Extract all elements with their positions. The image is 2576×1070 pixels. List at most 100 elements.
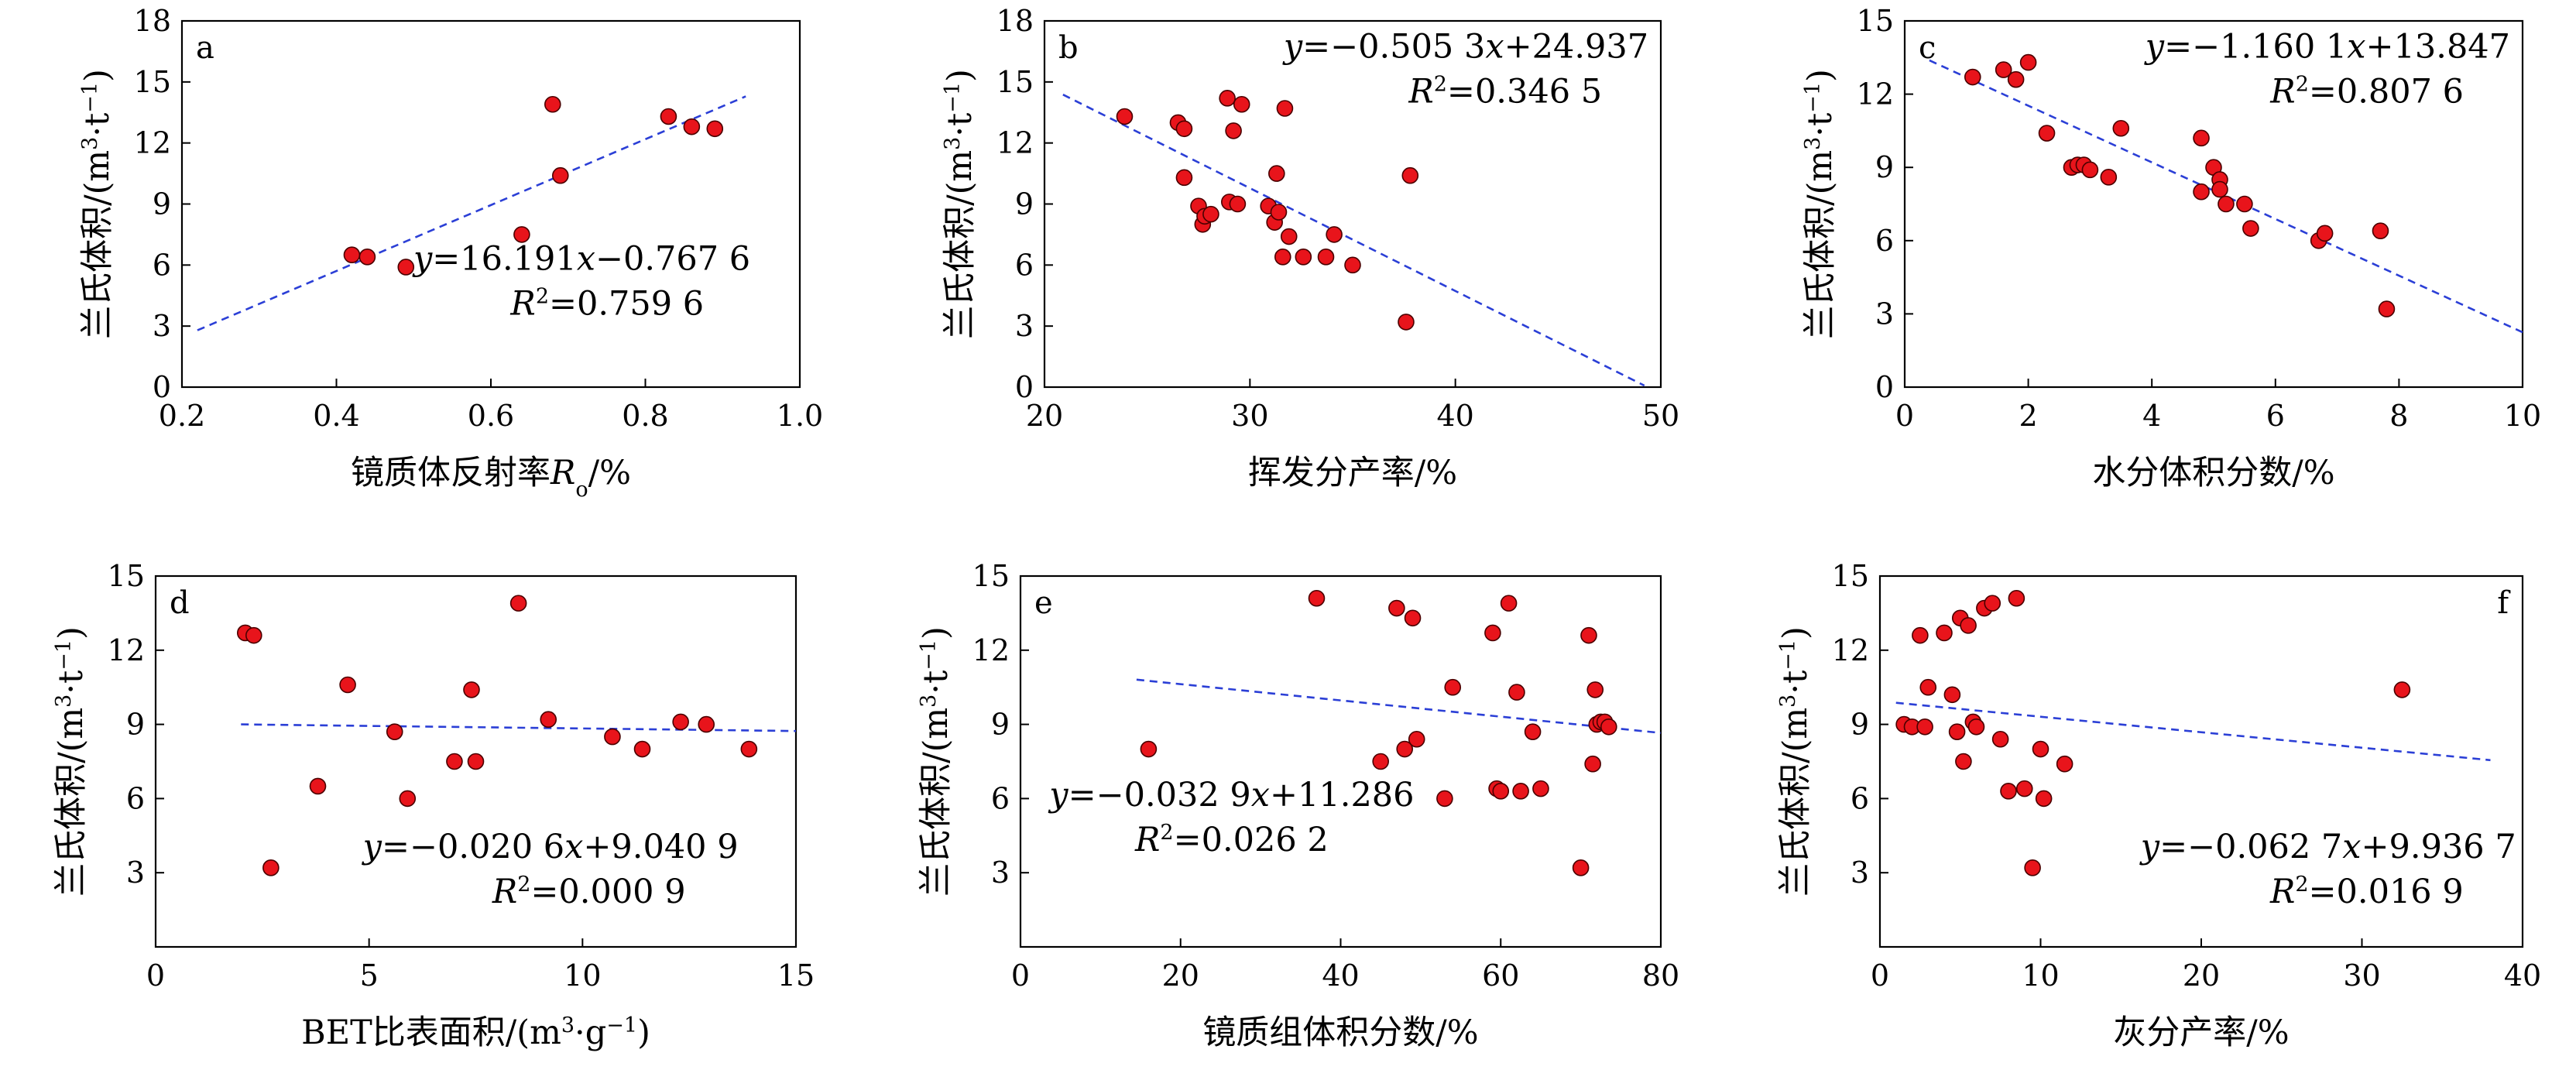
data-point (1175, 169, 1193, 187)
data-point (1372, 753, 1389, 770)
data-point (1436, 790, 1453, 808)
panel-d: 0 5 10 153691215BET比表面积/(m3·g−1)兰氏体积/(m3·t−… (52, 559, 815, 1052)
y-tick-label: 18 (134, 4, 171, 38)
data-point (1508, 684, 1525, 701)
data-point (1396, 740, 1413, 758)
text-run: 3 (561, 1013, 575, 1037)
data-point (1572, 859, 1590, 876)
text-run: 2 (536, 284, 549, 308)
text-run: ·t (941, 113, 979, 137)
text-run: −1 (606, 1013, 637, 1037)
data-point (2035, 790, 2053, 808)
text-run: =−0.505 3 (1302, 27, 1485, 66)
data-point (1532, 780, 1549, 797)
text-run: −1 (78, 82, 102, 113)
data-point (1912, 626, 1929, 644)
text-run: 兰氏体积/(m (1801, 150, 1840, 339)
text-run: BET比表面积/(m (301, 1013, 561, 1052)
x-tick-label: 20 (1026, 399, 1063, 433)
text-run: +9.936 7 (2362, 828, 2516, 866)
data-point (1326, 226, 1343, 243)
y-tick-label: 9 (126, 708, 145, 742)
text-run: x (577, 240, 595, 279)
data-point (2372, 222, 2389, 239)
x-tick-label: 40 (1436, 399, 1473, 433)
text-run: 2 (2296, 72, 2309, 96)
text-run: ·t (917, 670, 955, 694)
data-point (1512, 783, 1529, 800)
data-point (1586, 681, 1604, 698)
data-point (467, 753, 485, 770)
y-tick-label: 12 (1857, 77, 1894, 111)
data-point (386, 723, 403, 740)
data-point (1991, 730, 2009, 748)
text-run: +11.286 (1270, 776, 1415, 815)
y-axis-label: 兰氏体积/(m3·t−1) (78, 69, 118, 339)
data-point (1268, 165, 1285, 182)
data-point (245, 626, 262, 644)
data-point (2032, 740, 2049, 758)
y-tick-label: 3 (153, 309, 171, 343)
text-run: =−1.160 1 (2164, 27, 2347, 66)
text-run: =0.759 6 (549, 285, 704, 324)
text-run: 2 (517, 873, 530, 897)
text-run: +9.040 9 (583, 828, 738, 866)
text-run: =−0.032 9 (1068, 776, 1251, 815)
x-tick-label: 0.2 (159, 399, 205, 433)
data-point (1404, 609, 1422, 627)
x-tick-label: 0.8 (622, 399, 668, 433)
y-tick-label: 6 (126, 781, 145, 815)
text-run: R (1408, 72, 1433, 111)
y-tick-label: 12 (108, 633, 145, 667)
data-point (1960, 617, 1977, 634)
fit-r-squared: R2=0.026 2 (1134, 820, 1329, 859)
data-point (1295, 249, 1312, 266)
fit-equation: y=16.191x−0.767 6 (412, 240, 750, 279)
plot-frame (1019, 574, 1662, 948)
data-point (1967, 718, 1985, 736)
data-point (2193, 183, 2210, 201)
y-tick-label: 6 (1015, 248, 1034, 282)
x-axis-label: 镜质组体积分数/% (1202, 1013, 1478, 1052)
text-run: o (575, 478, 588, 502)
x-axis-label: 镜质体反射率Ro/% (351, 454, 631, 502)
y-tick-label: 12 (134, 126, 171, 160)
data-point (540, 711, 557, 729)
panel-letter: a (196, 30, 214, 66)
data-point (1116, 108, 1134, 125)
text-run: 挥发分产率/% (1248, 454, 1457, 492)
text-run: 2 (2295, 873, 2308, 897)
x-tick-label: 80 (1642, 959, 1679, 993)
text-run: 3 (78, 137, 102, 150)
data-point (2019, 53, 2037, 71)
text-run: R (2269, 873, 2295, 911)
text-run: R (1134, 821, 1160, 859)
data-point (740, 740, 758, 758)
x-tick-label: 0 (146, 959, 165, 993)
data-point (1964, 68, 1981, 86)
data-point (2393, 681, 2411, 698)
data-point (1408, 730, 1425, 748)
data-point (683, 118, 701, 135)
data-point (544, 95, 561, 113)
fit-line (197, 95, 746, 331)
x-tick-label: 10 (2504, 399, 2541, 433)
y-axis-label: 兰氏体积/(m3·t−1) (52, 626, 91, 897)
text-run: ) (917, 626, 955, 640)
data-point (1492, 783, 1510, 800)
x-tick-label: 50 (1642, 399, 1679, 433)
data-point (509, 595, 527, 612)
text-run: y (2144, 27, 2165, 66)
panel-letter: f (2497, 585, 2511, 621)
data-point (1140, 740, 1158, 758)
panel-f: 0 10 20 30 403691215灰分产率/%兰氏体积/(m3·t−1)fy=−0… (1776, 559, 2542, 1052)
text-run: 兰氏体积/(m (52, 708, 91, 897)
y-tick-label: 3 (126, 856, 145, 890)
text-run: 3 (941, 137, 965, 150)
y-tick-label: 18 (996, 4, 1034, 38)
y-tick-label: 3 (991, 856, 1010, 890)
data-point (633, 740, 651, 758)
text-run: −1 (917, 640, 941, 670)
data-point (2008, 589, 2025, 607)
y-tick-label: 6 (153, 248, 171, 282)
